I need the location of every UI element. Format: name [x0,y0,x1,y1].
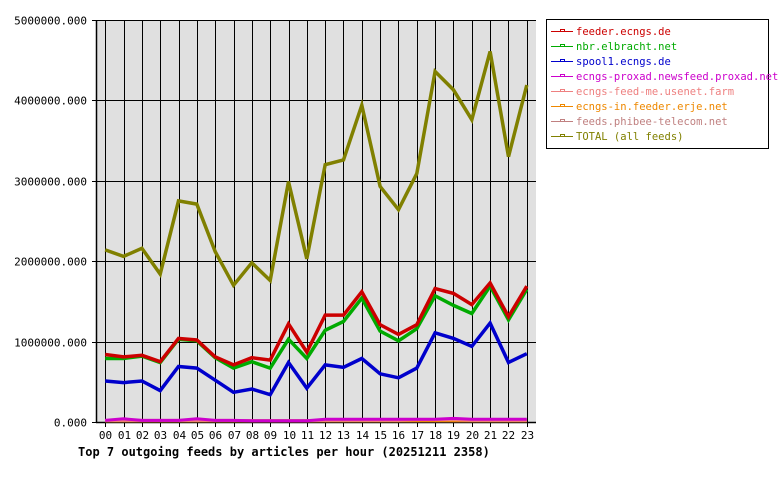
plot-area [96,20,536,422]
legend-swatch-icon [551,72,573,81]
y-tick-label: 5000000.000 [14,15,87,28]
x-tick-label: 02 [136,429,149,442]
legend: feeder.ecngs.de nbr.elbracht.net spool1.ec… [546,19,778,149]
x-tick-label: 12 [319,429,332,442]
legend-swatch-icon [551,57,573,66]
x-tick-label: 01 [118,429,131,442]
x-tick-label: 20 [466,429,479,442]
x-axis: 00 01 02 03 04 05 06 07 08 09 10 11 12 13 14 15 16 17 18 19… [99,429,534,442]
x-tick-label: 08 [246,429,259,442]
x-tick-label: 21 [484,429,497,442]
x-tick-label: 11 [301,429,314,442]
legend-label: ecngs-in.feeder.erje.net [576,100,728,113]
legend-item: feeder.ecngs.de [551,24,768,39]
y-tick-label: 4000000.000 [14,95,87,108]
chart-title: Top 7 outgoing feeds by articles per hou… [78,445,490,459]
x-tick-label: 15 [374,429,387,442]
legend-item: feeds.phibee-telecom.net [551,114,768,129]
x-tick-label: 10 [283,429,296,442]
x-tick-label: 19 [447,429,460,442]
legend-item: ecngs-in.feeder.erje.net [551,99,768,114]
legend-label: feeds.phibee-telecom.net [576,115,728,128]
legend-label: ecngs-feed-me.usenet.farm [576,85,735,98]
y-tick-label: 2000000.000 [14,256,87,269]
legend-label: nbr.elbracht.net [576,40,678,53]
series-line-total-all-feeds- [104,50,529,289]
x-tick-label: 23 [521,429,534,442]
legend-swatch-icon [551,132,573,141]
series-line-feeder-ecngs-de [104,279,529,367]
series-line-ecngs-proxad-newsfeed-proxad-net [105,416,527,423]
y-axis: 0.000 1000000.000 2000000.000 3000000.000 40… [14,15,87,430]
x-tick-label: 05 [191,429,204,442]
x-tick-label: 18 [429,429,442,442]
x-tick-label: 04 [173,429,187,442]
y-tick-label: 0.000 [54,417,87,430]
legend-swatch-icon [551,27,573,36]
x-tick-label: 06 [209,429,222,442]
series-line-spool1-ecngs-de [105,319,528,397]
legend-item: ecngs-proxad.newsfeed.proxad.net [551,69,778,84]
y-tick-label: 1000000.000 [14,337,87,350]
y-tick-label: 3000000.000 [14,176,87,189]
legend-item: nbr.elbracht.net [551,39,768,54]
legend-swatch-icon [551,117,573,126]
x-tick-label: 07 [228,429,241,442]
legend-label: TOTAL (all feeds) [576,130,684,143]
x-tick-label: 17 [411,429,424,442]
legend-label: spool1.ecngs.de [576,55,671,68]
x-tick-label: 13 [337,429,350,442]
legend-item: ecngs-feed-me.usenet.farm [551,84,768,99]
x-tick-label: 16 [392,429,405,442]
legend-swatch-icon [551,42,573,51]
x-tick-label: 14 [356,429,370,442]
legend-label: ecngs-proxad.newsfeed.proxad.net [576,70,779,83]
series-lines [104,50,529,423]
x-tick-label: 00 [99,429,112,442]
legend-swatch-icon [551,102,573,111]
legend-item: TOTAL (all feeds) [551,129,768,144]
x-tick-label: 22 [502,429,515,442]
legend-swatch-icon [551,87,573,96]
legend-item: spool1.ecngs.de [551,54,768,69]
legend-label: feeder.ecngs.de [576,25,671,38]
x-tick-label: 03 [154,429,167,442]
x-tick-label: 09 [264,429,277,442]
